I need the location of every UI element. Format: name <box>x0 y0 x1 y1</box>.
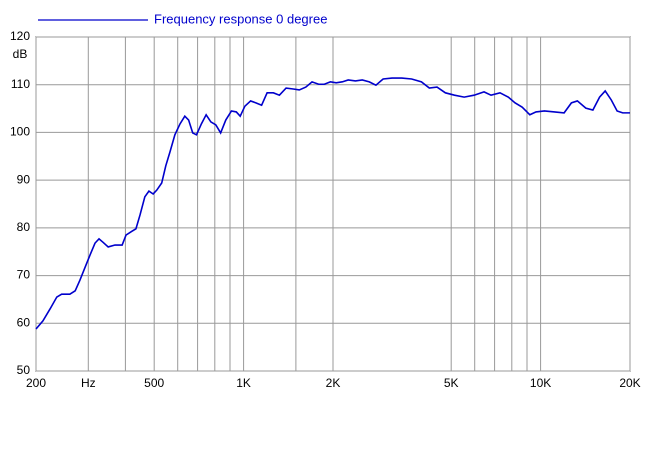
legend-label: Frequency response 0 degree <box>154 11 327 26</box>
x-tick-label: 5K <box>444 376 459 390</box>
x-tick-label: 200 <box>26 376 46 390</box>
y-tick-label: 120 <box>10 29 30 43</box>
y-axis-label: dB <box>13 47 28 61</box>
x-tick-label: 20K <box>619 376 640 390</box>
x-tick-label: Hz <box>81 376 96 390</box>
x-tick-label: 10K <box>530 376 551 390</box>
y-tick-label: 90 <box>17 172 31 186</box>
y-tick-label: 80 <box>17 220 31 234</box>
y-tick-label: 70 <box>17 268 31 282</box>
x-tick-label: 500 <box>144 376 164 390</box>
y-tick-label: 60 <box>17 315 31 329</box>
y-tick-label: 100 <box>10 125 30 139</box>
y-tick-label: 50 <box>17 363 31 377</box>
x-tick-label: 1K <box>236 376 251 390</box>
y-tick-label: 110 <box>11 77 30 91</box>
data-line <box>35 77 630 330</box>
x-tick-label: 2K <box>326 376 341 390</box>
